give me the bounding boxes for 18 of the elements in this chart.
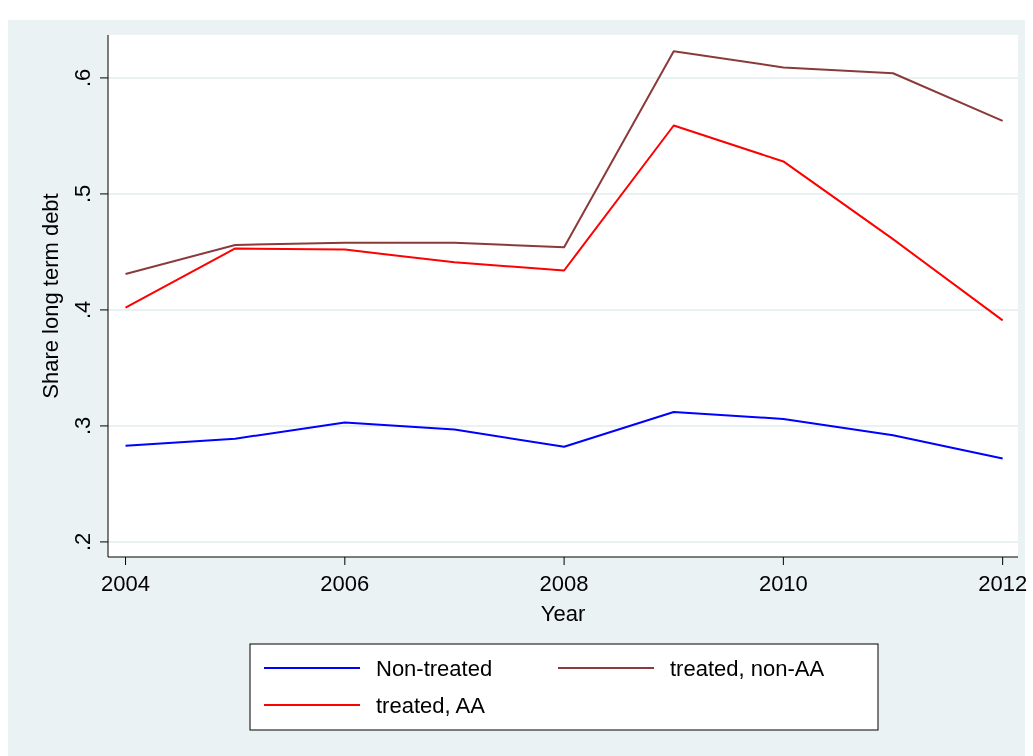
x-tick-label: 2006 [320,571,370,596]
x-tick-label: 2004 [101,571,151,596]
y-tick-label: .4 [70,300,95,320]
line-series [124,411,1004,460]
legend-label: treated, AA [376,693,486,718]
y-tick-label: .6 [70,68,95,88]
x-tick-label: 2008 [539,571,589,596]
y-axis-title: Share long term debt [38,193,63,399]
x-axis-title: Year [540,601,586,626]
y-tick-label: .2 [70,532,95,552]
legend-label: treated, non-AA [670,656,825,681]
line-series [124,124,1004,322]
legend-label: Non-treated [376,656,493,681]
y-tick-label: .3 [70,416,95,436]
line-series [124,50,1004,275]
y-tick-label: .5 [70,184,95,204]
x-tick-label: 2010 [758,571,808,596]
x-tick-label: 2012 [978,571,1028,596]
